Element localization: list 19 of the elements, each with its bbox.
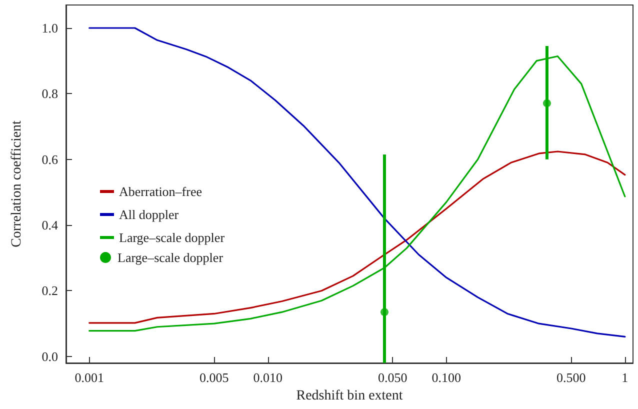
x-tick-label: 0.001 xyxy=(74,370,104,385)
y-axis-title: Correlation coefficient xyxy=(10,120,24,248)
y-tick-label: 0.8 xyxy=(42,86,58,102)
x-tick-label: 0.100 xyxy=(432,370,462,385)
x-tick-label: 0.005 xyxy=(200,370,229,385)
legend-label: Large–scale doppler xyxy=(119,230,226,245)
y-tick-label: 0.6 xyxy=(42,152,58,167)
y-tick-label: 0.2 xyxy=(42,283,58,298)
legend-label: Aberration–free xyxy=(119,184,202,199)
y-tick-label: 0.0 xyxy=(42,348,58,364)
x-tick-label: 0.500 xyxy=(556,370,586,385)
x-tick-label: 1 xyxy=(622,370,628,385)
x-axis-title: Redshift bin extent xyxy=(296,388,403,404)
y-tick-label: 0.4 xyxy=(42,218,58,233)
y-tick-label: 1.0 xyxy=(42,20,58,36)
x-tick-label: 0.010 xyxy=(253,370,282,385)
x-tick-label: 0.050 xyxy=(378,370,408,385)
legend-label: Large–scale doppler xyxy=(118,250,224,265)
legend-label: All doppler xyxy=(119,207,180,222)
